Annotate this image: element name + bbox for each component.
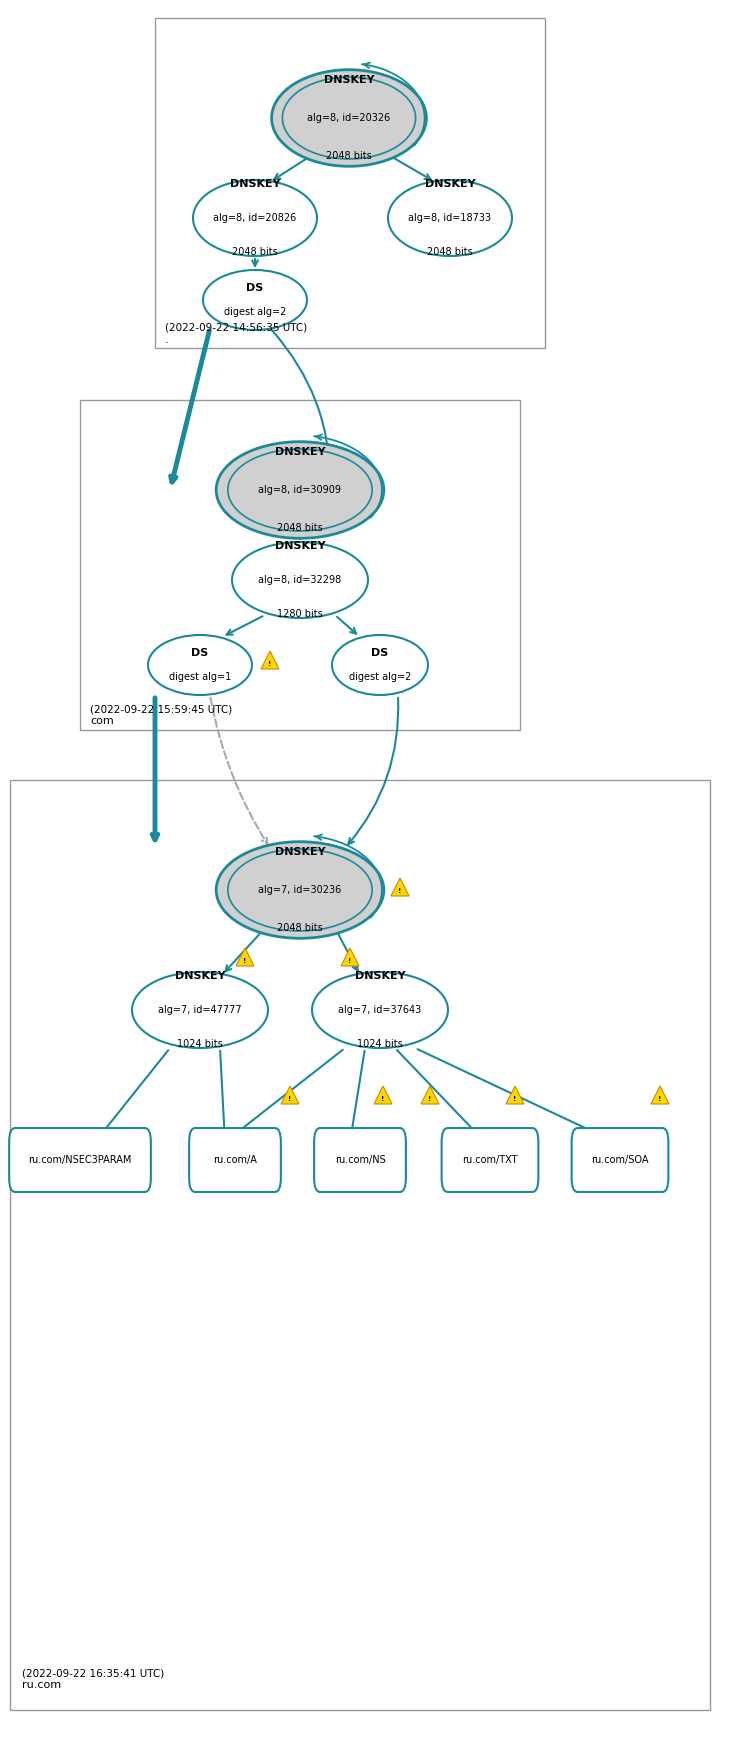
Text: DS: DS: [246, 282, 264, 293]
Text: DNSKEY: DNSKEY: [424, 179, 475, 188]
Ellipse shape: [228, 449, 372, 531]
Text: alg=7, id=30236: alg=7, id=30236: [258, 885, 342, 895]
Ellipse shape: [228, 848, 372, 930]
Text: 2048 bits: 2048 bits: [277, 923, 323, 932]
Ellipse shape: [282, 77, 416, 159]
Text: 2048 bits: 2048 bits: [277, 523, 323, 533]
Text: .: .: [165, 334, 169, 345]
Text: alg=7, id=47777: alg=7, id=47777: [158, 1005, 242, 1016]
Text: alg=8, id=20826: alg=8, id=20826: [213, 213, 297, 223]
Text: !: !: [658, 1096, 662, 1101]
Ellipse shape: [216, 841, 384, 939]
Text: alg=8, id=32298: alg=8, id=32298: [258, 575, 342, 585]
FancyBboxPatch shape: [189, 1129, 281, 1192]
Text: DNSKEY: DNSKEY: [275, 847, 325, 857]
Polygon shape: [506, 1085, 524, 1104]
Text: alg=7, id=37643: alg=7, id=37643: [339, 1005, 421, 1016]
Polygon shape: [421, 1085, 439, 1104]
Text: alg=8, id=18733: alg=8, id=18733: [408, 213, 492, 223]
Polygon shape: [261, 652, 279, 669]
Text: !: !: [513, 1096, 517, 1101]
Text: DNSKEY: DNSKEY: [275, 448, 325, 456]
Text: ru.com/NSEC3PARAM: ru.com/NSEC3PARAM: [29, 1155, 132, 1165]
Text: alg=8, id=30909: alg=8, id=30909: [259, 484, 342, 495]
Polygon shape: [281, 1085, 299, 1104]
Text: ru.com/NS: ru.com/NS: [335, 1155, 386, 1165]
Text: !: !: [243, 958, 246, 963]
Bar: [10, 780, 710, 1711]
Text: DNSKEY: DNSKEY: [355, 970, 405, 981]
Ellipse shape: [148, 636, 252, 695]
Text: digest alg=1: digest alg=1: [169, 672, 231, 683]
Text: (2022-09-22 14:56:35 UTC): (2022-09-22 14:56:35 UTC): [165, 322, 307, 333]
Text: 1024 bits: 1024 bits: [357, 1040, 403, 1049]
Text: 1024 bits: 1024 bits: [177, 1040, 223, 1049]
Text: 2048 bits: 2048 bits: [326, 152, 372, 160]
Text: DNSKEY: DNSKEY: [229, 179, 280, 188]
Text: 1280 bits: 1280 bits: [277, 610, 323, 618]
Text: DNSKEY: DNSKEY: [174, 970, 225, 981]
Text: !: !: [398, 888, 402, 894]
Polygon shape: [341, 948, 359, 967]
Ellipse shape: [132, 972, 268, 1049]
Text: digest alg=2: digest alg=2: [224, 307, 286, 317]
Text: !: !: [288, 1096, 292, 1101]
Text: !: !: [428, 1096, 432, 1101]
Text: (2022-09-22 16:35:41 UTC): (2022-09-22 16:35:41 UTC): [22, 1669, 164, 1678]
Ellipse shape: [272, 70, 427, 165]
FancyBboxPatch shape: [572, 1129, 668, 1192]
Bar: [80, 401, 520, 730]
Ellipse shape: [312, 972, 448, 1049]
Text: 2048 bits: 2048 bits: [232, 247, 278, 258]
Text: DNSKEY: DNSKEY: [275, 540, 325, 550]
Text: !: !: [268, 660, 272, 667]
Text: ru.com: ru.com: [22, 1679, 61, 1690]
FancyBboxPatch shape: [9, 1129, 151, 1192]
Text: 2048 bits: 2048 bits: [427, 247, 473, 258]
Text: ru.com/A: ru.com/A: [213, 1155, 257, 1165]
Ellipse shape: [216, 442, 384, 538]
Ellipse shape: [232, 542, 368, 618]
Polygon shape: [236, 948, 254, 967]
Polygon shape: [651, 1085, 669, 1104]
Ellipse shape: [388, 179, 512, 256]
Text: !: !: [381, 1096, 385, 1101]
FancyBboxPatch shape: [314, 1129, 406, 1192]
Text: ru.com/SOA: ru.com/SOA: [592, 1155, 649, 1165]
Text: DNSKEY: DNSKEY: [324, 75, 375, 85]
Text: ru.com/TXT: ru.com/TXT: [463, 1155, 517, 1165]
Text: digest alg=2: digest alg=2: [349, 672, 411, 683]
Polygon shape: [391, 878, 409, 895]
Bar: [155, 17, 545, 348]
Text: com: com: [90, 716, 114, 726]
Ellipse shape: [332, 636, 428, 695]
Text: alg=8, id=20326: alg=8, id=20326: [307, 113, 391, 124]
Ellipse shape: [203, 270, 307, 329]
Text: DS: DS: [372, 648, 388, 658]
Text: DS: DS: [191, 648, 209, 658]
FancyBboxPatch shape: [442, 1129, 538, 1192]
Ellipse shape: [193, 179, 317, 256]
Text: !: !: [348, 958, 352, 963]
Polygon shape: [374, 1085, 392, 1104]
Text: (2022-09-22 15:59:45 UTC): (2022-09-22 15:59:45 UTC): [90, 704, 232, 714]
